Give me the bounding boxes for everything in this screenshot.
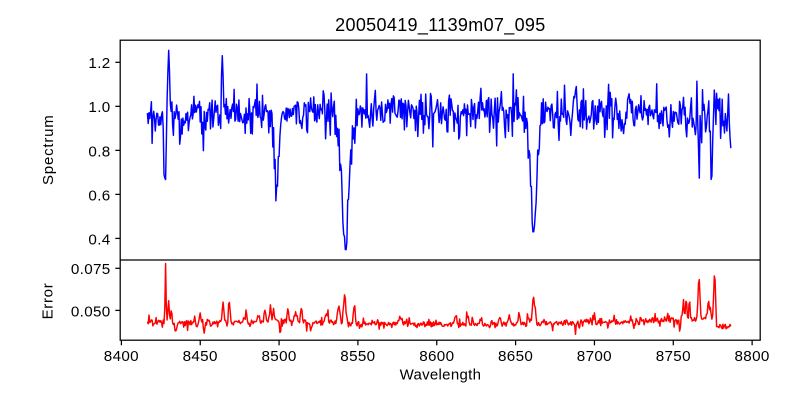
svg-text:8450: 8450 bbox=[183, 348, 218, 365]
svg-text:8700: 8700 bbox=[577, 348, 612, 365]
svg-text:8750: 8750 bbox=[656, 348, 691, 365]
svg-text:8600: 8600 bbox=[419, 348, 454, 365]
svg-text:Wavelength: Wavelength bbox=[400, 366, 482, 383]
svg-text:8500: 8500 bbox=[262, 348, 297, 365]
svg-text:8550: 8550 bbox=[340, 348, 375, 365]
svg-text:Spectrum: Spectrum bbox=[40, 114, 57, 185]
svg-text:0.4: 0.4 bbox=[88, 231, 110, 248]
svg-text:0.075: 0.075 bbox=[71, 261, 111, 278]
svg-text:Error: Error bbox=[40, 283, 57, 320]
svg-text:0.6: 0.6 bbox=[88, 187, 110, 204]
svg-text:1.0: 1.0 bbox=[88, 99, 110, 116]
svg-text:8650: 8650 bbox=[498, 348, 533, 365]
svg-text:8400: 8400 bbox=[104, 348, 139, 365]
svg-text:1.2: 1.2 bbox=[88, 55, 110, 72]
svg-text:0.8: 0.8 bbox=[88, 143, 110, 160]
svg-text:0.050: 0.050 bbox=[71, 303, 111, 320]
svg-text:20050419_1139m07_095: 20050419_1139m07_095 bbox=[335, 15, 545, 36]
svg-text:8800: 8800 bbox=[735, 348, 770, 365]
